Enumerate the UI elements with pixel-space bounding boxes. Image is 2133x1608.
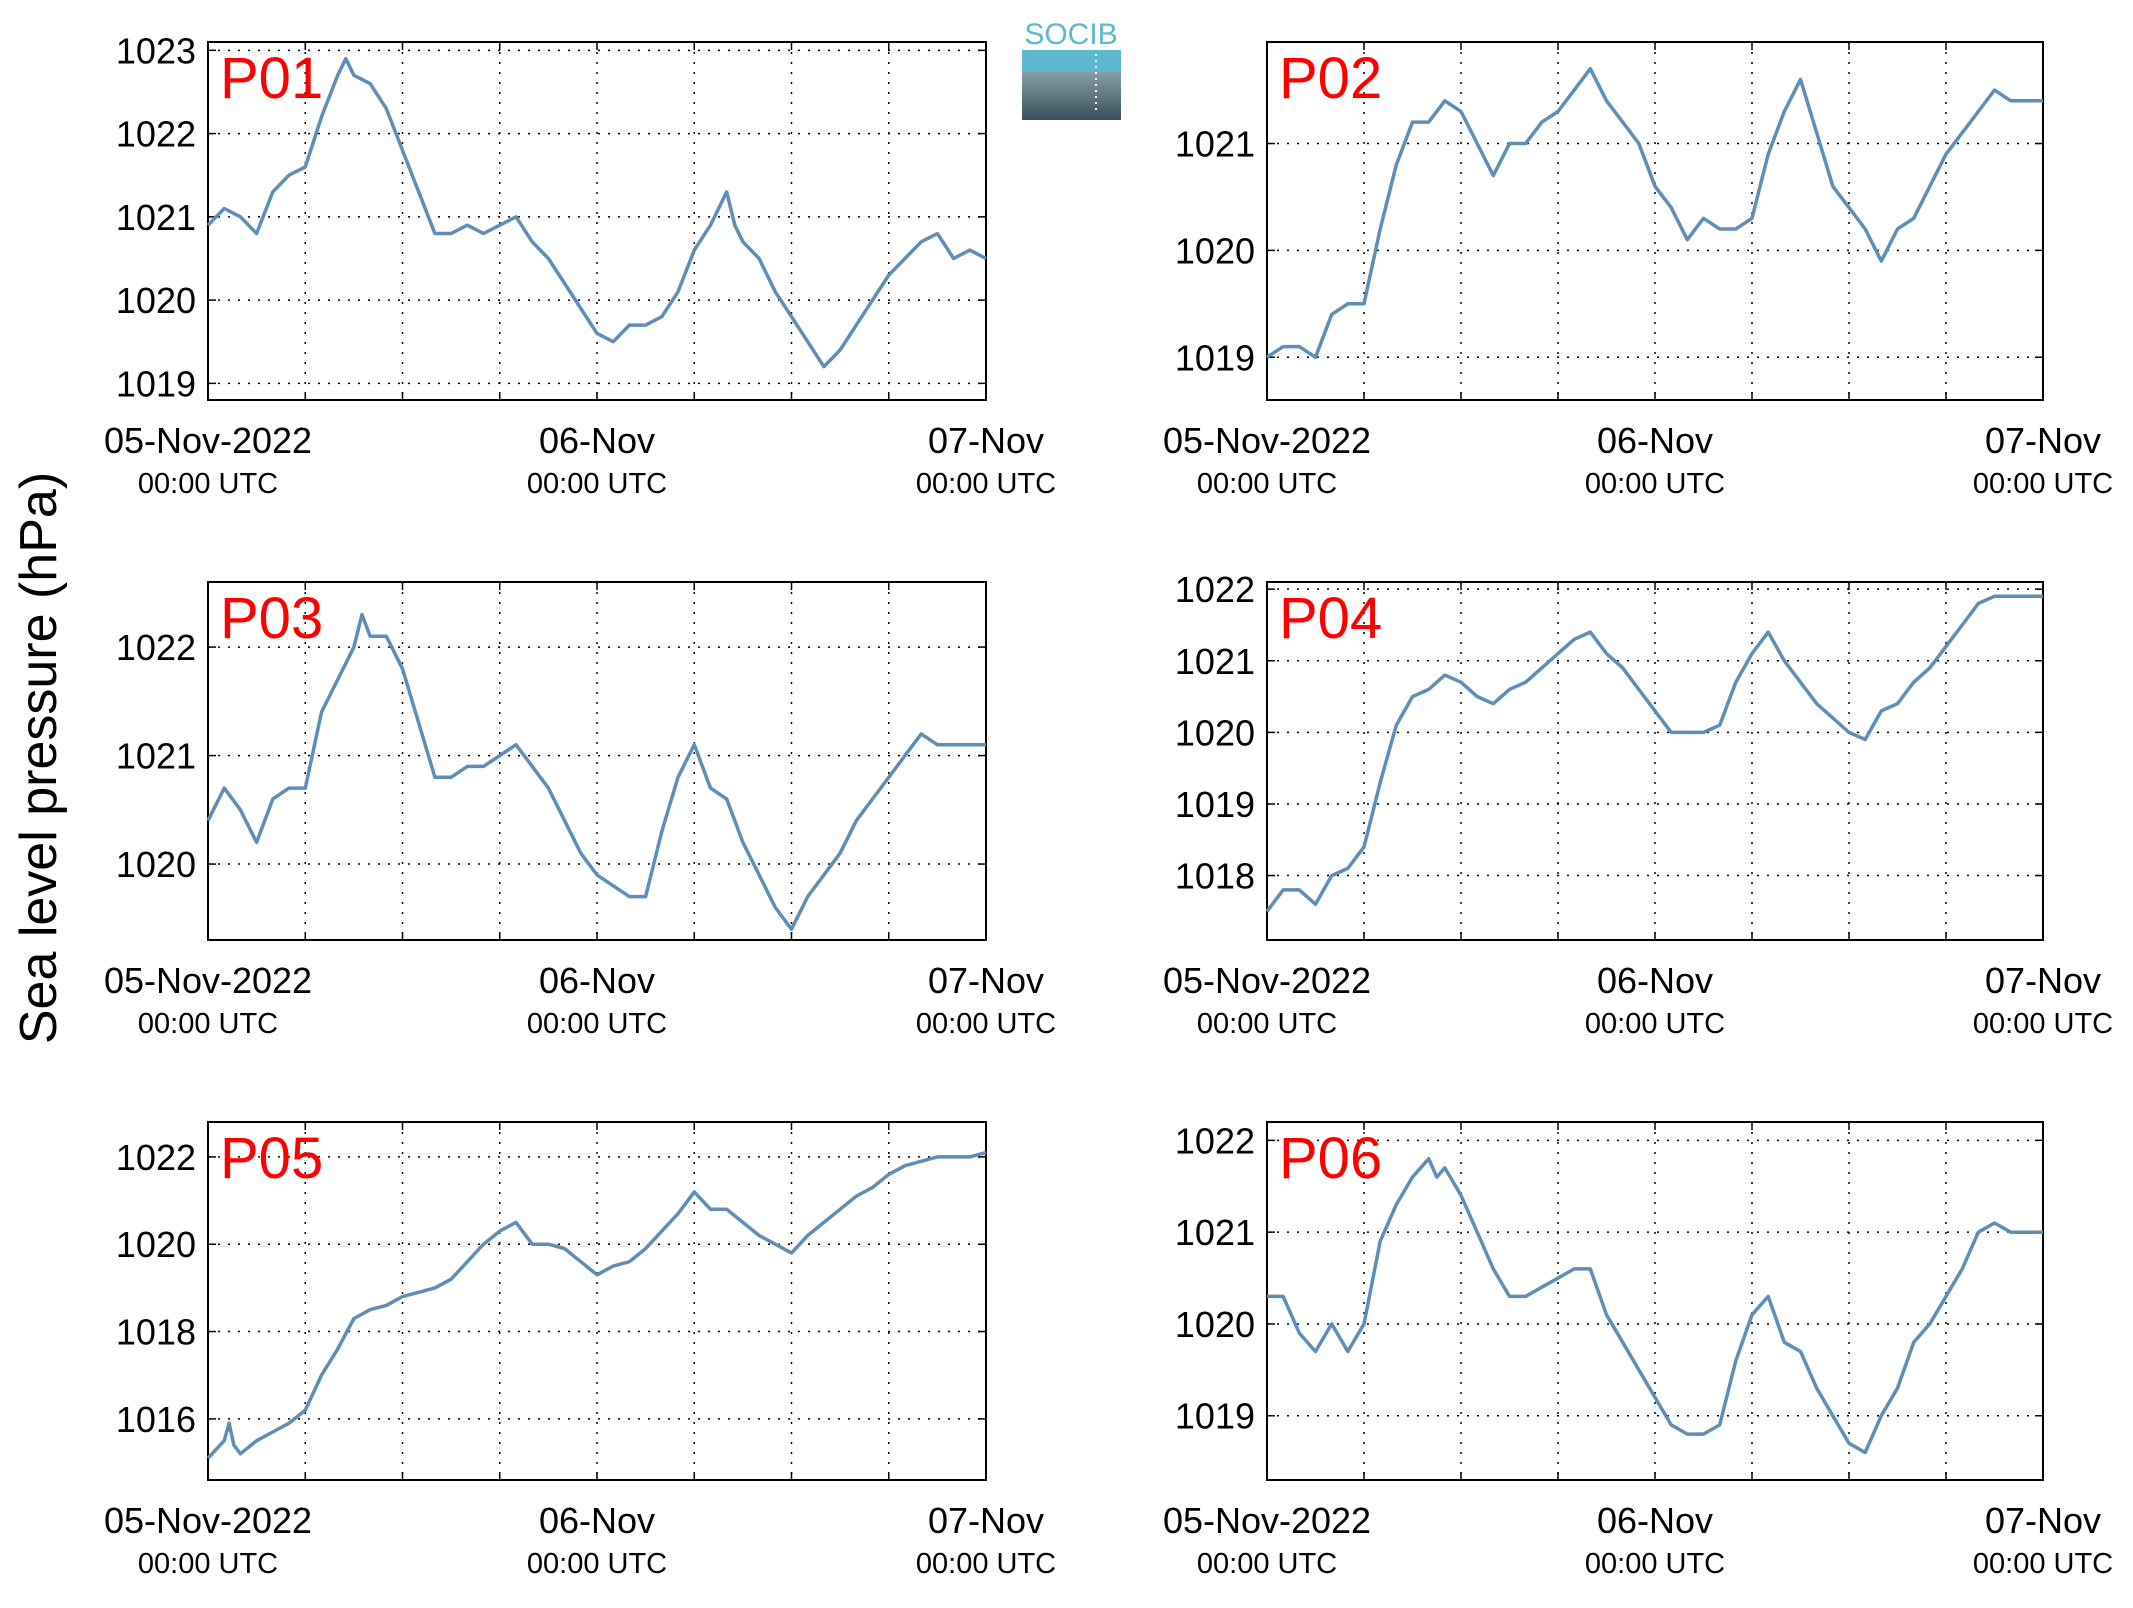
logo-wave xyxy=(1022,50,1121,72)
x-tick-label-time: 00:00 UTC xyxy=(1197,1008,1337,1040)
panel-label: P02 xyxy=(1279,46,1382,111)
x-tick-label-date: 07-Nov xyxy=(928,960,1044,1001)
panel-p06: 1019 1020 1021 1022 05-Nov-2022 00:00 UTC 06-N… xyxy=(1163,1120,2113,1580)
panel-p01: 1019 1020 1021 1022 1023 05-Nov-2022 00:00 UTC… xyxy=(104,30,1056,500)
x-tick-label-time: 00:00 UTC xyxy=(1973,1008,2113,1040)
x-tick-label-date: 05-Nov-2022 xyxy=(1163,960,1371,1001)
x-tick-label-date: 05-Nov-2022 xyxy=(104,960,312,1001)
x-tick-label-date: 07-Nov xyxy=(1985,1500,2101,1541)
y-tick-label: 1022 xyxy=(1175,569,1255,610)
series-line-p01 xyxy=(206,56,987,369)
y-tick-label: 1019 xyxy=(1175,784,1255,825)
x-tick-label-date: 05-Nov-2022 xyxy=(104,420,312,461)
x-tick-label-date: 07-Nov xyxy=(1985,420,2101,461)
y-tick-label: 1021 xyxy=(1175,124,1255,165)
plot-area xyxy=(207,1121,987,1481)
x-tick-label-date: 05-Nov-2022 xyxy=(1163,1500,1371,1541)
y-tick-label: 1022 xyxy=(116,1137,196,1178)
x-tick-label-time: 00:00 UTC xyxy=(1585,1008,1725,1040)
panel-label: P03 xyxy=(220,586,323,651)
x-tick-label-time: 00:00 UTC xyxy=(1973,1548,2113,1580)
panel-label: P01 xyxy=(220,46,323,111)
x-tick-label-time: 00:00 UTC xyxy=(1197,1548,1337,1580)
plot-area xyxy=(1266,1121,2044,1481)
panel-p03: 1020 1021 1022 05-Nov-2022 00:00 UTC 06-Nov 00… xyxy=(104,581,1056,1040)
panel-label: P04 xyxy=(1279,586,1382,651)
x-tick-label-time: 00:00 UTC xyxy=(527,1548,667,1580)
y-tick-label: 1019 xyxy=(1175,337,1255,378)
socib-logo: SOCIB xyxy=(1022,18,1121,120)
series-line-p04 xyxy=(1265,594,2043,913)
x-tick-label-time: 00:00 UTC xyxy=(138,1548,278,1580)
y-tick-label: 1022 xyxy=(1175,1120,1255,1161)
y-tick-label: 1018 xyxy=(116,1312,196,1353)
series-line-p02 xyxy=(1266,66,2043,360)
y-tick-label: 1020 xyxy=(116,280,196,321)
y-tick-label: 1020 xyxy=(116,844,196,885)
y-tick-label: 1021 xyxy=(1175,1212,1255,1253)
y-tick-label: 1020 xyxy=(1175,1304,1255,1345)
x-tick-label-date: 05-Nov-2022 xyxy=(1163,420,1371,461)
y-tick-label: 1019 xyxy=(1175,1396,1255,1437)
x-tick-label-date: 06-Nov xyxy=(539,420,655,461)
panel-p02: 1019 1020 1021 05-Nov-2022 00:00 UTC 06-Nov 00… xyxy=(1163,41,2113,500)
panel-label: P05 xyxy=(220,1126,323,1191)
x-tick-label-date: 07-Nov xyxy=(928,420,1044,461)
panel-p04: 1018 1019 1020 1021 1022 05-Nov-2022 00:00 UTC… xyxy=(1163,569,2113,1040)
x-tick-label-date: 06-Nov xyxy=(1597,1500,1713,1541)
series-line-p05 xyxy=(206,1150,987,1460)
x-tick-label-time: 00:00 UTC xyxy=(138,1008,278,1040)
x-tick-label-date: 06-Nov xyxy=(1597,960,1713,1001)
x-tick-label-time: 00:00 UTC xyxy=(916,1008,1056,1040)
x-tick-label-time: 00:00 UTC xyxy=(1585,1548,1725,1580)
x-tick-label-time: 00:00 UTC xyxy=(527,468,667,500)
x-tick-label-time: 00:00 UTC xyxy=(916,468,1056,500)
x-tick-label-date: 05-Nov-2022 xyxy=(104,1500,312,1541)
y-tick-label: 1022 xyxy=(116,114,196,155)
series-line-p03 xyxy=(206,612,986,931)
y-tick-label: 1021 xyxy=(1175,641,1255,682)
y-tick-label: 1020 xyxy=(1175,712,1255,753)
panel-label: P06 xyxy=(1279,1126,1382,1191)
y-tick-label: 1018 xyxy=(1175,856,1255,897)
y-tick-label: 1022 xyxy=(116,627,196,668)
x-tick-label-date: 06-Nov xyxy=(1597,420,1713,461)
x-tick-label-time: 00:00 UTC xyxy=(1197,468,1337,500)
x-tick-label-time: 00:00 UTC xyxy=(916,1548,1056,1580)
y-axis-label: Sea level pressure (hPa) xyxy=(10,472,68,1044)
y-tick-label: 1021 xyxy=(116,736,196,777)
plot-area xyxy=(207,581,987,941)
y-tick-label: 1016 xyxy=(116,1399,196,1440)
y-tick-label: 1023 xyxy=(116,30,196,71)
x-tick-label-time: 00:00 UTC xyxy=(527,1008,667,1040)
series-line-p06 xyxy=(1267,1156,2043,1455)
x-tick-label-time: 00:00 UTC xyxy=(138,468,278,500)
logo-text: SOCIB xyxy=(1024,18,1117,51)
y-tick-label: 1021 xyxy=(116,197,196,238)
plot-area xyxy=(207,41,987,401)
panel-p05: 1016 1018 1020 1022 05-Nov-2022 00:00 UTC 06-N… xyxy=(104,1121,1056,1580)
y-tick-label: 1019 xyxy=(116,363,196,404)
x-tick-label-date: 07-Nov xyxy=(928,1500,1044,1541)
x-tick-label-date: 06-Nov xyxy=(539,960,655,1001)
plot-area xyxy=(1266,41,2044,401)
y-tick-label: 1020 xyxy=(1175,230,1255,271)
y-tick-label: 1020 xyxy=(116,1224,196,1265)
plot-area xyxy=(1266,581,2044,941)
x-tick-label-time: 00:00 UTC xyxy=(1585,468,1725,500)
x-tick-label-date: 07-Nov xyxy=(1985,960,2101,1001)
x-tick-label-date: 06-Nov xyxy=(539,1500,655,1541)
x-tick-label-time: 00:00 UTC xyxy=(1973,468,2113,500)
